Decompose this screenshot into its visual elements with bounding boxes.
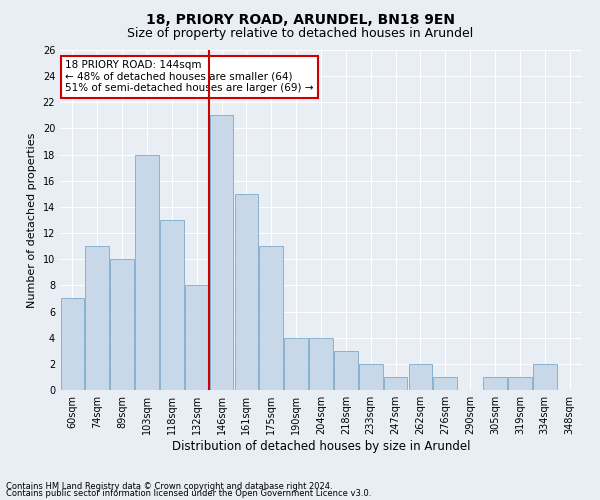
Bar: [235, 194, 258, 390]
Bar: [433, 377, 457, 390]
Text: 18 PRIORY ROAD: 144sqm
← 48% of detached houses are smaller (64)
51% of semi-det: 18 PRIORY ROAD: 144sqm ← 48% of detached…: [65, 60, 314, 94]
Bar: [533, 364, 557, 390]
Y-axis label: Number of detached properties: Number of detached properties: [27, 132, 37, 308]
Bar: [61, 298, 84, 390]
Bar: [409, 364, 432, 390]
Bar: [160, 220, 184, 390]
Bar: [210, 116, 233, 390]
Bar: [384, 377, 407, 390]
Text: Size of property relative to detached houses in Arundel: Size of property relative to detached ho…: [127, 28, 473, 40]
Bar: [334, 351, 358, 390]
Bar: [309, 338, 333, 390]
Bar: [185, 286, 209, 390]
Text: 18, PRIORY ROAD, ARUNDEL, BN18 9EN: 18, PRIORY ROAD, ARUNDEL, BN18 9EN: [146, 12, 455, 26]
Bar: [359, 364, 383, 390]
Bar: [483, 377, 507, 390]
Bar: [259, 246, 283, 390]
Text: Contains public sector information licensed under the Open Government Licence v3: Contains public sector information licen…: [6, 490, 371, 498]
Text: Contains HM Land Registry data © Crown copyright and database right 2024.: Contains HM Land Registry data © Crown c…: [6, 482, 332, 491]
Bar: [110, 259, 134, 390]
X-axis label: Distribution of detached houses by size in Arundel: Distribution of detached houses by size …: [172, 440, 470, 453]
Bar: [85, 246, 109, 390]
Bar: [284, 338, 308, 390]
Bar: [135, 154, 159, 390]
Bar: [508, 377, 532, 390]
